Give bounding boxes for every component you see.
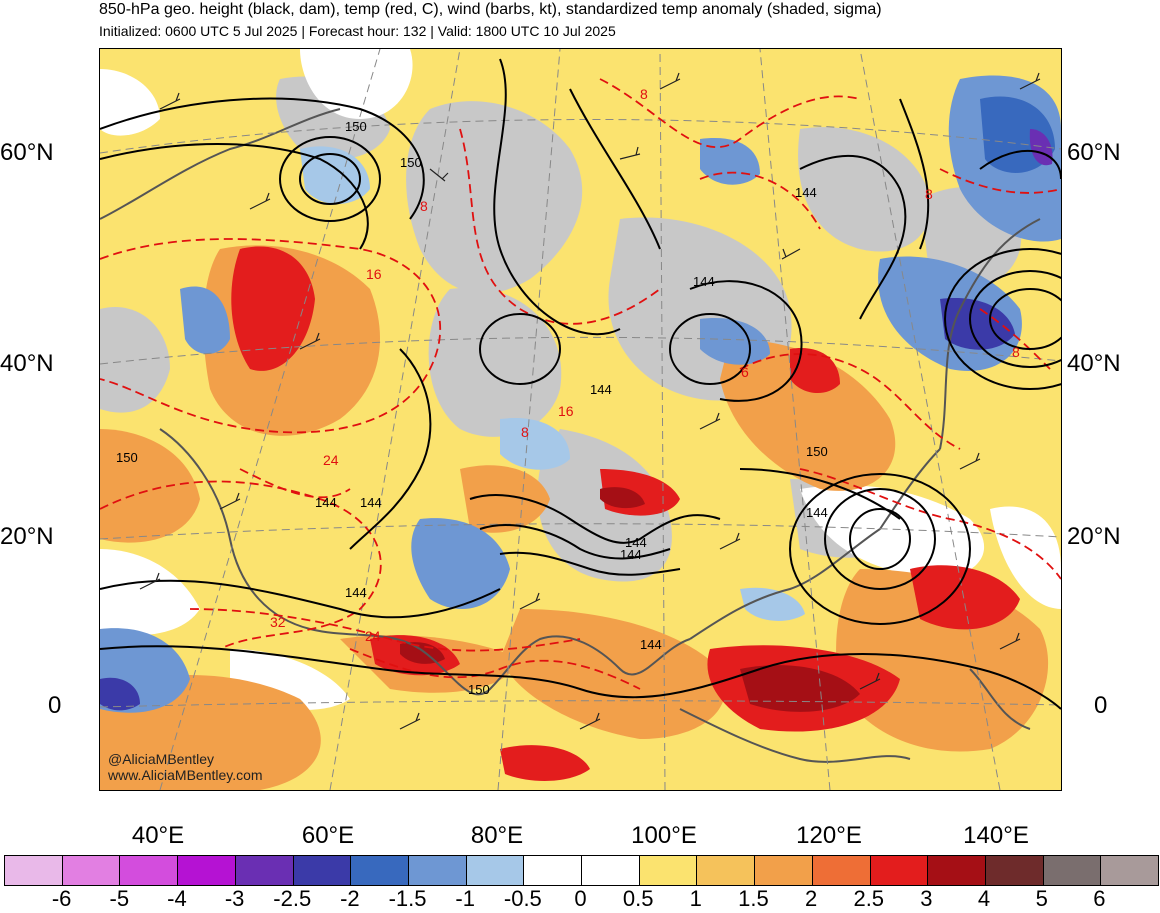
temp-label: 16: [558, 403, 574, 419]
colorbar-swatch: [755, 856, 813, 885]
lon-label: 80°E: [470, 822, 524, 849]
colorbar-tick-label: 3: [920, 886, 933, 911]
temp-label: 16: [366, 266, 382, 282]
temp-contour-labels: 8 16 8 6 16 8 24 32 24 8 8: [270, 86, 1020, 644]
colorbar-tick-label: -3: [224, 886, 245, 911]
white-anomaly-regions: [100, 49, 1061, 710]
height-label: 144: [620, 547, 642, 562]
colorbar-tick-label: 1.5: [738, 886, 769, 911]
darkred-anomaly-regions: [400, 487, 860, 712]
height-label: 144: [590, 382, 612, 397]
colorbar-tick-label: -1: [455, 886, 475, 911]
lat-label-right: 0: [1094, 692, 1108, 719]
temp-label: 8: [925, 186, 933, 202]
colorbar-swatch: [524, 856, 583, 885]
colorbar-tick-label: -1.5: [388, 886, 427, 911]
lat-label-right: 60°N: [1067, 139, 1121, 166]
colorbar-swatch: [62, 856, 121, 885]
colorbar-swatch: [870, 856, 929, 885]
colorbar-swatch: [351, 856, 409, 885]
colorbar-tick-label: 2.5: [853, 886, 885, 911]
colorbar-swatch: [697, 856, 756, 885]
height-label: 144: [640, 637, 662, 652]
colorbar-swatch: [985, 856, 1044, 885]
colorbar-tick-label: 5: [1035, 886, 1048, 911]
colorbar-tick-label: -0.5: [503, 886, 542, 911]
map-panel: 150 150 144 144 150 144 144 144 144 150 …: [99, 48, 1062, 791]
colorbar: [4, 855, 1159, 886]
map-canvas: 150 150 144 144 150 144 144 144 144 150 …: [100, 49, 1061, 790]
temp-contours: [100, 78, 1061, 690]
chart-title: 850-hPa geo. height (black, dam), temp (…: [99, 1, 882, 18]
colorbar-swatch: [466, 856, 525, 885]
credit-site[interactable]: www.AliciaMBentley.com: [108, 767, 263, 783]
wind-barbs: [139, 72, 1041, 730]
height-contour-labels: 150 150 144 144 150 144 144 144 144 150 …: [116, 119, 828, 697]
colorbar-swatch: [235, 856, 294, 885]
graticule: [100, 49, 1061, 790]
temp-label: 24: [365, 628, 381, 644]
colorbar-swatch: [639, 856, 698, 885]
height-label: 144: [625, 535, 647, 550]
height-label: 144: [345, 585, 367, 600]
chart-subtitle: Initialized: 0600 UTC 5 Jul 2025 | Forec…: [99, 23, 616, 39]
height-label: 144: [360, 495, 382, 510]
lon-label: 100°E: [631, 822, 697, 849]
lat-label-right: 20°N: [1067, 523, 1121, 550]
height-label: 144: [315, 495, 337, 510]
colorbar-tick-label: 0.5: [622, 886, 654, 911]
lon-label: 140°E: [963, 822, 1029, 849]
colorbar-tick-label: 4: [977, 886, 991, 911]
lat-label-left: 0: [48, 692, 62, 719]
colorbar-swatch: [928, 856, 986, 885]
credit-handle: @AliciaMBentley: [108, 751, 215, 767]
lat-label-right: 40°N: [1067, 350, 1121, 377]
height-label: 150: [400, 155, 422, 170]
colorbar-tick-label: 1: [689, 886, 702, 911]
height-label: 144: [693, 274, 715, 289]
colorbar-tick-label: 0: [574, 886, 587, 911]
colorbar-swatch: [1101, 856, 1159, 885]
height-label: 144: [806, 505, 828, 520]
temp-label: 6: [741, 364, 749, 380]
lat-label-left: 40°N: [0, 350, 54, 377]
coastlines: [100, 108, 1041, 763]
colorbar-tick-label: -5: [109, 886, 130, 911]
height-label: 144: [795, 185, 817, 200]
temp-label: 8: [640, 86, 648, 102]
colorbar-tick-label: -2: [340, 886, 360, 911]
height-contours: [100, 58, 1061, 710]
temp-label: 8: [521, 424, 529, 440]
colorbar-swatch: [582, 856, 640, 885]
colorbar-swatch: [812, 856, 871, 885]
height-label: 150: [468, 682, 490, 697]
colorbar-tick-label: -6: [51, 886, 72, 911]
colorbar-swatch: [178, 856, 236, 885]
colorbar-swatch: [408, 856, 467, 885]
lon-label: 120°E: [796, 822, 862, 849]
colorbar-tick-label: 2: [804, 886, 818, 911]
temp-label: 8: [420, 198, 428, 214]
colorbar-tick-label: 6: [1093, 886, 1106, 911]
lon-label: 60°E: [301, 822, 355, 849]
height-label: 150: [116, 450, 138, 465]
colorbar-swatch: [120, 856, 179, 885]
height-label: 150: [345, 119, 367, 134]
height-label: 150: [806, 444, 828, 459]
temp-label: 24: [323, 452, 339, 468]
temp-label: 8: [1012, 344, 1020, 360]
lat-label-left: 20°N: [0, 523, 54, 550]
lat-label-left: 60°N: [0, 139, 54, 166]
temp-label: 32: [270, 614, 286, 630]
lon-label: 40°E: [131, 822, 185, 849]
colorbar-tick-label: -4: [167, 886, 187, 911]
colorbar-swatch: [1043, 856, 1102, 885]
colorbar-tick-label: -2.5: [273, 886, 312, 911]
colorbar-swatch: [293, 856, 352, 885]
colorbar-swatch: [5, 856, 63, 885]
